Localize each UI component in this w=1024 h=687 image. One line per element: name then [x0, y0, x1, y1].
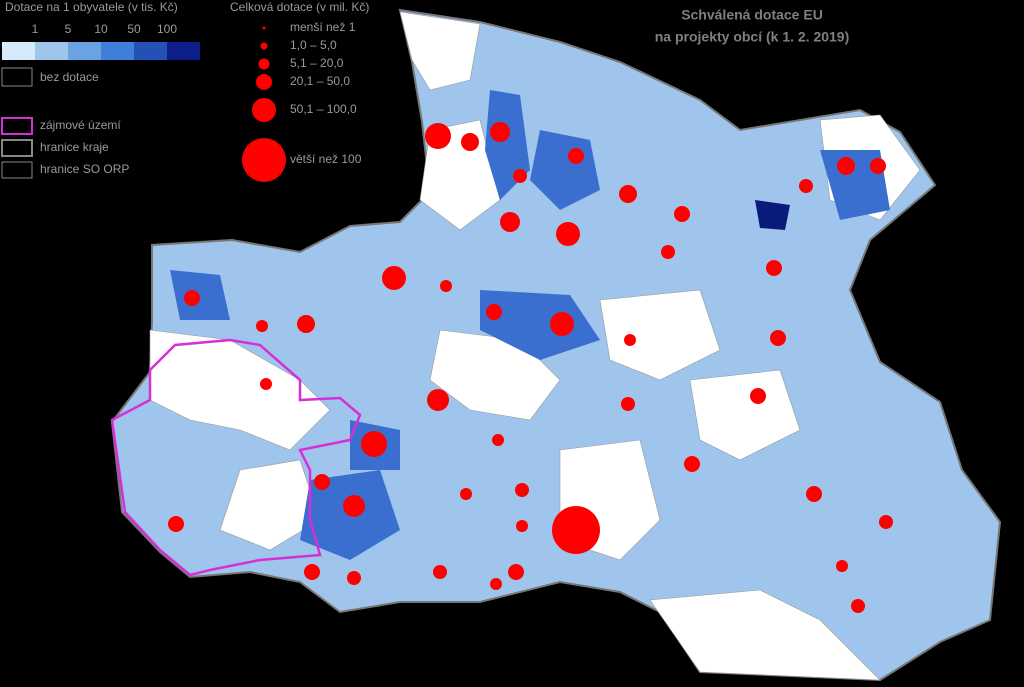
- bubble: [260, 378, 272, 390]
- bubble: [750, 388, 766, 404]
- bubble: [516, 520, 528, 532]
- legend-swatch: [1, 161, 33, 179]
- bubble: [314, 474, 330, 490]
- bubble: [837, 157, 855, 175]
- ramp-tick-label: 1: [32, 22, 39, 36]
- bubble: [624, 334, 636, 346]
- bubble: [490, 578, 502, 590]
- bubble: [461, 133, 479, 151]
- bubble: [879, 515, 893, 529]
- bubble: [870, 158, 886, 174]
- bubble: [799, 179, 813, 193]
- bubble: [770, 330, 786, 346]
- bubble: [460, 488, 472, 500]
- bubble: [619, 185, 637, 203]
- ramp-step: [167, 42, 200, 60]
- ramp-tick-label: 10: [94, 22, 108, 36]
- size-label: menší než 1: [290, 20, 356, 34]
- white-area: [149, 329, 331, 451]
- bubble: [556, 222, 580, 246]
- legend-title: Celková dotace (v mil. Kč): [230, 0, 369, 14]
- map-title: na projekty obcí (k 1. 2. 2019): [655, 29, 850, 45]
- white-area: [649, 589, 881, 681]
- ramp-step: [35, 42, 68, 60]
- bubble: [515, 483, 529, 497]
- bubble: [513, 169, 527, 183]
- legend-label: zájmové území: [40, 118, 121, 132]
- size-symbol: [256, 74, 272, 90]
- bubble: [836, 560, 848, 572]
- bubble: [552, 506, 600, 554]
- bubble: [508, 564, 524, 580]
- legend-swatch: [1, 139, 33, 157]
- dark-area: [530, 130, 600, 210]
- size-label: 5,1 – 20,0: [290, 56, 344, 70]
- bubble: [297, 315, 315, 333]
- legend-label: bez dotace: [40, 70, 99, 84]
- size-symbol: [258, 58, 270, 70]
- size-symbol: [252, 98, 276, 122]
- legend-label: hranice kraje: [40, 140, 109, 154]
- ramp-tick-label: 5: [65, 22, 72, 36]
- legend-label: hranice SO ORP: [40, 162, 129, 176]
- bubble: [440, 280, 452, 292]
- size-legend: menší než 1 1,0 – 5,0 5,1 – 20,0 20,1 – 50,…: [242, 20, 362, 182]
- bubble: [674, 206, 690, 222]
- size-label: 1,0 – 5,0: [290, 38, 337, 52]
- white-area: [599, 289, 721, 381]
- bubble: [806, 486, 822, 502]
- size-symbol: [242, 138, 286, 182]
- dark-area: [755, 200, 790, 230]
- legend-swatch: [1, 117, 33, 135]
- subsidy-bubbles: [168, 122, 893, 613]
- size-label: větší než 100: [290, 152, 362, 166]
- ramp-step: [2, 42, 35, 60]
- interest-area-border: [110, 338, 362, 577]
- bubble: [184, 290, 200, 306]
- bubble: [661, 245, 675, 259]
- bubble: [684, 456, 700, 472]
- bubble: [361, 431, 387, 457]
- bubble: [492, 434, 504, 446]
- bubble: [347, 571, 361, 585]
- bubble: [382, 266, 406, 290]
- bubble: [427, 389, 449, 411]
- bubble: [168, 516, 184, 532]
- ramp-tick-label: 50: [127, 22, 141, 36]
- map-title: Schválená dotace EU: [681, 7, 823, 23]
- ramp-step: [68, 42, 101, 60]
- bubble: [304, 564, 320, 580]
- dark-area: [480, 290, 600, 360]
- bubble: [851, 599, 865, 613]
- size-label: 20,1 – 50,0: [290, 74, 350, 88]
- dark-area: [170, 270, 230, 320]
- size-symbol: [260, 42, 268, 50]
- size-symbol: [262, 26, 266, 30]
- bubble: [256, 320, 268, 332]
- ramp-step: [101, 42, 134, 60]
- bubble: [486, 304, 502, 320]
- bubble: [500, 212, 520, 232]
- size-label: 50,1 – 100,0: [290, 102, 357, 116]
- legend-swatch: [1, 67, 33, 87]
- bubble: [550, 312, 574, 336]
- bubble: [568, 148, 584, 164]
- bubble: [343, 495, 365, 517]
- bubble: [621, 397, 635, 411]
- ramp-tick-label: 100: [157, 22, 177, 36]
- white-area: [689, 369, 801, 461]
- white-area: [219, 459, 321, 551]
- white-area: [399, 11, 481, 91]
- ramp-step: [134, 42, 167, 60]
- bubble: [766, 260, 782, 276]
- bubble: [425, 123, 451, 149]
- bubble: [490, 122, 510, 142]
- legend-title: Dotace na 1 obyvatele (v tis. Kč): [5, 0, 178, 14]
- bubble: [433, 565, 447, 579]
- color-ramp: 1 5 10 50 100: [2, 22, 200, 60]
